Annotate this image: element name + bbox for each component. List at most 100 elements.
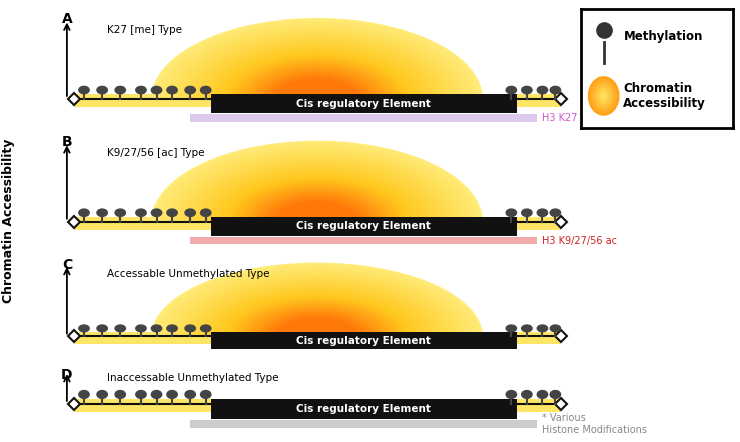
Polygon shape bbox=[291, 324, 343, 336]
Text: Chromatin Accessibility: Chromatin Accessibility bbox=[2, 139, 16, 303]
Circle shape bbox=[537, 391, 548, 398]
Polygon shape bbox=[594, 84, 613, 107]
Polygon shape bbox=[311, 95, 323, 99]
Polygon shape bbox=[258, 70, 377, 99]
Polygon shape bbox=[158, 144, 477, 221]
Polygon shape bbox=[591, 81, 616, 111]
Polygon shape bbox=[228, 55, 406, 99]
Text: H3 K9/27/56 ac: H3 K9/27/56 ac bbox=[542, 236, 617, 246]
Polygon shape bbox=[602, 93, 606, 99]
Circle shape bbox=[79, 86, 90, 94]
Text: Chromatin
Accessibility: Chromatin Accessibility bbox=[623, 82, 706, 110]
Polygon shape bbox=[208, 46, 426, 99]
Circle shape bbox=[79, 391, 90, 398]
Polygon shape bbox=[267, 314, 367, 336]
Polygon shape bbox=[201, 285, 433, 336]
Bar bbox=[211, 95, 517, 113]
Circle shape bbox=[115, 391, 126, 398]
Circle shape bbox=[537, 86, 548, 94]
Polygon shape bbox=[178, 31, 457, 99]
Polygon shape bbox=[171, 28, 463, 99]
Polygon shape bbox=[231, 57, 403, 99]
Circle shape bbox=[551, 391, 561, 398]
Polygon shape bbox=[258, 192, 377, 221]
Polygon shape bbox=[175, 152, 460, 221]
Bar bbox=[190, 114, 537, 122]
Polygon shape bbox=[231, 179, 403, 221]
Polygon shape bbox=[294, 326, 340, 336]
Polygon shape bbox=[234, 300, 400, 336]
Circle shape bbox=[185, 209, 195, 217]
Bar bbox=[211, 217, 517, 236]
Polygon shape bbox=[284, 83, 350, 99]
Polygon shape bbox=[158, 266, 477, 336]
Polygon shape bbox=[284, 206, 350, 221]
Polygon shape bbox=[181, 155, 453, 221]
Polygon shape bbox=[278, 202, 357, 221]
Polygon shape bbox=[151, 18, 483, 99]
Polygon shape bbox=[251, 67, 383, 99]
Circle shape bbox=[551, 325, 561, 332]
Polygon shape bbox=[280, 81, 354, 99]
Polygon shape bbox=[218, 173, 417, 221]
Polygon shape bbox=[228, 178, 406, 221]
Polygon shape bbox=[271, 76, 363, 99]
Polygon shape bbox=[178, 274, 457, 336]
Polygon shape bbox=[164, 147, 470, 221]
Polygon shape bbox=[593, 83, 614, 109]
Polygon shape bbox=[297, 89, 337, 99]
Circle shape bbox=[167, 209, 178, 217]
Polygon shape bbox=[164, 269, 470, 336]
Polygon shape bbox=[601, 92, 607, 100]
Text: D: D bbox=[61, 368, 73, 382]
Polygon shape bbox=[294, 88, 340, 99]
Circle shape bbox=[136, 325, 147, 332]
Polygon shape bbox=[201, 42, 433, 99]
Polygon shape bbox=[155, 142, 480, 221]
Polygon shape bbox=[244, 186, 390, 221]
Polygon shape bbox=[168, 149, 466, 221]
Polygon shape bbox=[267, 197, 367, 221]
Bar bbox=[211, 399, 517, 419]
Polygon shape bbox=[238, 60, 397, 99]
Polygon shape bbox=[238, 301, 397, 336]
Polygon shape bbox=[215, 171, 420, 221]
Polygon shape bbox=[271, 199, 363, 221]
Polygon shape bbox=[304, 92, 330, 99]
Polygon shape bbox=[211, 170, 423, 221]
Polygon shape bbox=[188, 159, 446, 221]
Polygon shape bbox=[311, 218, 323, 221]
Circle shape bbox=[115, 86, 126, 94]
Polygon shape bbox=[221, 175, 413, 221]
Polygon shape bbox=[161, 23, 473, 99]
Polygon shape bbox=[314, 220, 320, 221]
Circle shape bbox=[201, 391, 211, 398]
Polygon shape bbox=[224, 53, 410, 99]
Polygon shape bbox=[291, 209, 343, 221]
Circle shape bbox=[201, 209, 211, 217]
Polygon shape bbox=[595, 85, 612, 107]
Text: Inaccessable Unmethylated Type: Inaccessable Unmethylated Type bbox=[107, 373, 279, 383]
Polygon shape bbox=[247, 187, 387, 221]
Text: A: A bbox=[61, 12, 73, 27]
Polygon shape bbox=[188, 36, 446, 99]
Polygon shape bbox=[195, 282, 440, 336]
Polygon shape bbox=[254, 309, 380, 336]
Polygon shape bbox=[188, 279, 446, 336]
Polygon shape bbox=[181, 276, 453, 336]
Circle shape bbox=[151, 86, 161, 94]
Polygon shape bbox=[598, 88, 610, 103]
Polygon shape bbox=[307, 217, 327, 221]
Polygon shape bbox=[597, 88, 610, 105]
Polygon shape bbox=[164, 24, 470, 99]
Polygon shape bbox=[260, 311, 374, 336]
Text: Accessable Unmethylated Type: Accessable Unmethylated Type bbox=[107, 269, 270, 279]
Text: H3 K27 me3: H3 K27 me3 bbox=[542, 113, 602, 123]
Polygon shape bbox=[155, 19, 480, 99]
Circle shape bbox=[79, 325, 90, 332]
Circle shape bbox=[185, 325, 195, 332]
Polygon shape bbox=[175, 29, 460, 99]
Bar bbox=[190, 237, 537, 244]
Circle shape bbox=[151, 209, 161, 217]
Text: B: B bbox=[61, 135, 73, 149]
